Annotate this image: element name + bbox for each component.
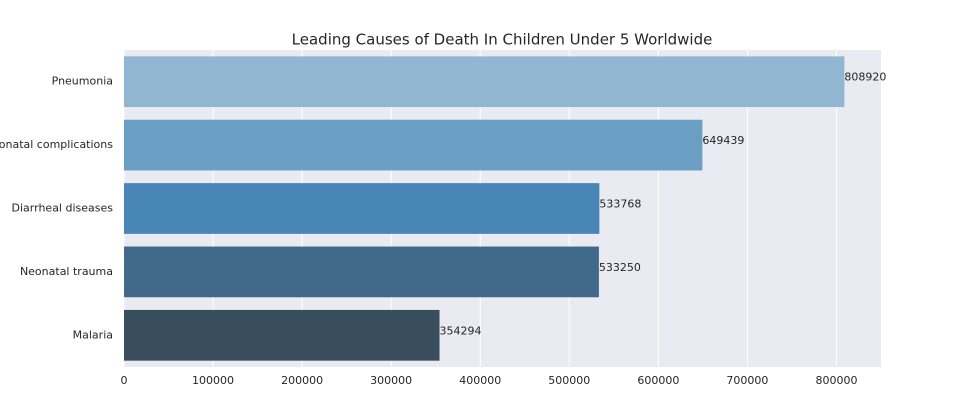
value-label: 533250 <box>599 261 641 274</box>
x-tick-label: 300000 <box>370 374 412 387</box>
x-tick-label: 700000 <box>726 374 768 387</box>
bar <box>124 119 703 171</box>
x-tick-label: 500000 <box>548 374 590 387</box>
x-tick-label: 600000 <box>637 374 679 387</box>
chart-title: Leading Causes of Death In Children Unde… <box>292 31 713 49</box>
y-tick-label: Pneumonia <box>52 75 113 88</box>
y-tick-label: Diarrheal diseases <box>12 202 114 215</box>
bar <box>124 246 599 298</box>
value-label: 808920 <box>844 71 886 84</box>
y-tick-label: Neonatal trauma <box>20 265 113 278</box>
value-label: 533768 <box>599 198 641 211</box>
value-label: 649439 <box>702 134 744 147</box>
y-tick-label: Neonatal complications <box>0 138 113 151</box>
x-tick-label: 400000 <box>459 374 501 387</box>
value-label: 354294 <box>440 324 482 337</box>
bar <box>124 309 440 361</box>
x-tick-label: 800000 <box>815 374 857 387</box>
x-tick-label: 200000 <box>281 374 323 387</box>
y-tick-label: Malaria <box>73 328 113 341</box>
x-tick-label: 100000 <box>192 374 234 387</box>
x-tick-label: 0 <box>121 374 128 387</box>
bar <box>124 56 845 108</box>
bar <box>124 183 600 234</box>
